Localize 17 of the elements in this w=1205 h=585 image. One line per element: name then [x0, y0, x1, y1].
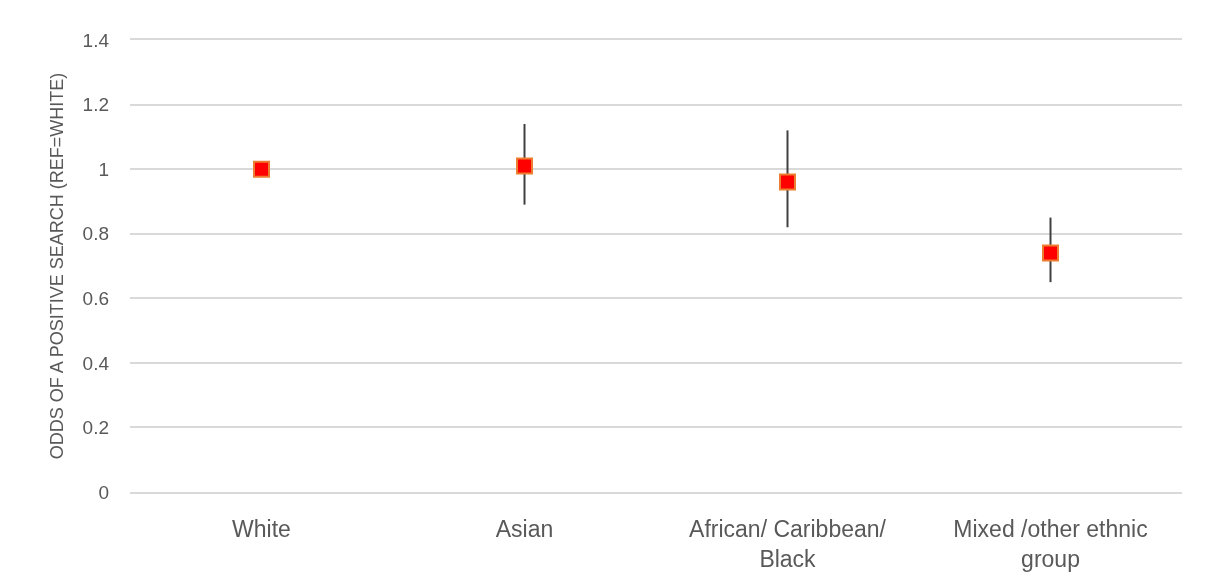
x-tick-label: Asian [495, 516, 554, 543]
y-tick-label: 0.6 [82, 287, 109, 309]
y-tick-label: 0.2 [82, 417, 109, 439]
point [1042, 244, 1059, 262]
point [516, 157, 533, 175]
y-tick-label: 1.4 [82, 29, 110, 51]
x-tick-label: African/ Caribbean/ Black [689, 516, 887, 573]
x-tick-label: White [232, 516, 291, 543]
point [253, 160, 270, 178]
x-tick-label: Mixed /other ethnic group [953, 516, 1148, 573]
y-tick-label: 0.4 [82, 352, 110, 374]
y-tick-label: 0 [98, 481, 109, 503]
y-tick-label: 1 [98, 158, 109, 180]
y-tick-label: 1.2 [82, 94, 109, 116]
y-tick-label: 0.8 [82, 223, 109, 245]
point [779, 173, 796, 191]
y-axis-title: ODDS OF A POSITIVE SEARCH (REF=WHITE) [46, 72, 67, 460]
